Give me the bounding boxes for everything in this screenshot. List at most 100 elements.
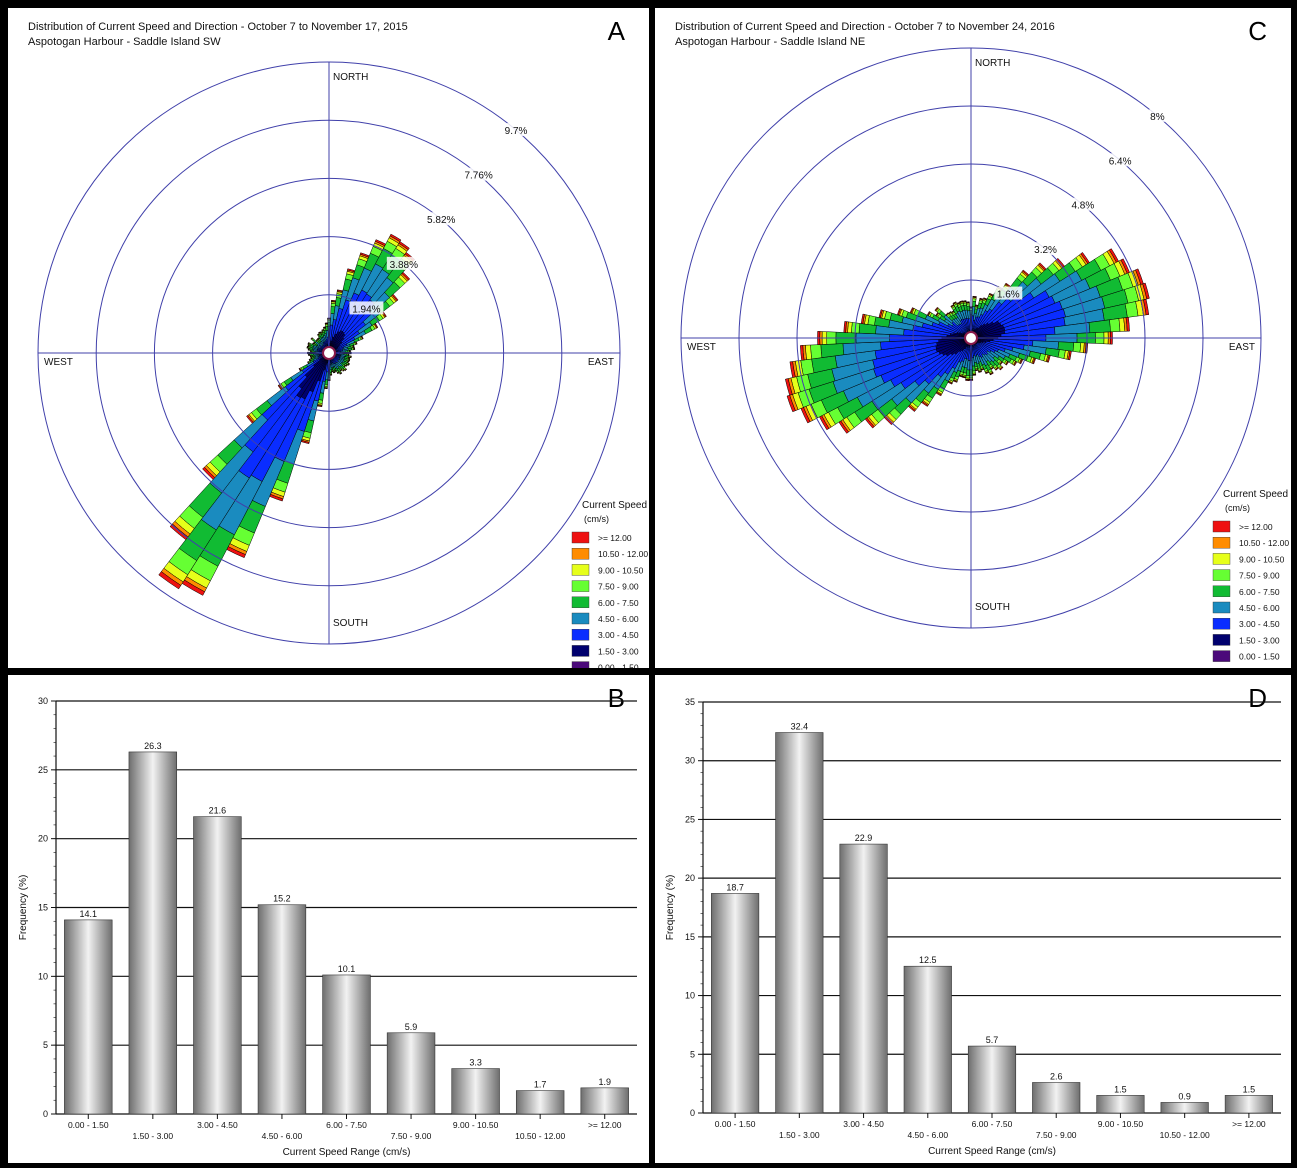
legend-label: 9.00 - 10.50 [1239, 554, 1285, 564]
rose-title: Distribution of Current Speed and Direct… [28, 21, 408, 33]
y-tick-label: 10 [38, 971, 48, 981]
wind-rose-panel-a: Distribution of Current Speed and Direct… [8, 8, 649, 668]
legend-label: 0.00 - 1.50 [598, 663, 639, 668]
ring-label-bg [502, 123, 531, 137]
rose-petals [158, 233, 416, 596]
ring-label: 6.4% [1109, 156, 1132, 167]
legend-swatch [571, 629, 590, 641]
ring-label: 5.82% [427, 215, 455, 226]
bar-value-label: 10.1 [338, 964, 356, 974]
rose-petal [896, 308, 902, 316]
rose-petal [1072, 342, 1082, 353]
x-axis-title: Current Speed Range (cm/s) [283, 1147, 411, 1158]
bar [1096, 1095, 1145, 1114]
x-tick-label: 7.50 - 9.00 [1036, 1130, 1077, 1140]
x-tick-label: 4.50 - 6.00 [907, 1130, 948, 1140]
rose-petal [311, 342, 314, 345]
rose-petal [344, 368, 348, 372]
rose-center [322, 346, 336, 360]
rose-center [964, 331, 978, 345]
rose-petal [843, 321, 847, 333]
ring-label: 9.7% [505, 126, 528, 137]
ring-label: 4.8% [1071, 201, 1094, 212]
legend-swatch [1212, 520, 1231, 533]
rose-petal [345, 364, 348, 367]
legend-label: 6.00 - 7.50 [598, 598, 639, 608]
rose-petal [1032, 357, 1037, 365]
panel-letter: B [607, 683, 625, 713]
legend-label: 7.50 - 9.00 [598, 582, 639, 592]
rose-petal [324, 387, 328, 390]
bar [839, 843, 888, 1114]
rose-petal [246, 415, 254, 424]
rose-petal [318, 331, 321, 334]
rose-petal [277, 384, 283, 391]
ring-label: 7.76% [464, 171, 492, 182]
rose-petal [298, 368, 302, 372]
ring-label: 8% [1150, 112, 1165, 123]
bar-value-label: 14.1 [80, 909, 98, 919]
ring-label: 1.94% [352, 304, 380, 315]
bar-value-label: 5.9 [405, 1022, 418, 1032]
legend-swatch [1212, 618, 1231, 630]
x-tick-label: 0.00 - 1.50 [715, 1119, 756, 1129]
bar-chart-panel-b: B 0 5 10 15 20 25 30 14.1 0.00 - 1.50 26.3 1.50 - … [8, 675, 649, 1163]
bar [386, 1032, 436, 1115]
rose-petal [1013, 361, 1018, 367]
bar [451, 1068, 500, 1115]
y-axis-title: Frequency (%) [665, 875, 676, 941]
legend-swatch [1212, 601, 1231, 614]
direction-label-east: EAST [1229, 342, 1255, 353]
rose-petal [307, 361, 309, 365]
rose-petal [202, 466, 216, 480]
x-tick-label: 1.50 - 3.00 [779, 1130, 820, 1140]
x-tick-label: 3.00 - 4.50 [197, 1120, 238, 1130]
panel-letter: A [607, 16, 625, 46]
x-tick-label: 6.00 - 7.50 [326, 1120, 367, 1130]
rose-petal [1005, 361, 1010, 366]
rose-petal [966, 305, 971, 312]
legend-label: >= 12.00 [598, 533, 632, 543]
bar [128, 751, 178, 1115]
x-tick-label: 7.50 - 9.00 [391, 1131, 432, 1141]
bar [903, 965, 952, 1114]
rose-petal [945, 312, 949, 316]
rose-petal [878, 309, 883, 319]
rose-petal [348, 363, 351, 366]
ring-label-bg [1031, 242, 1060, 256]
rose-petal [322, 326, 326, 328]
rose-petal [333, 371, 336, 374]
rose-subtitle: Aspotogan Harbour - Saddle Island NE [675, 36, 866, 48]
legend-label: 4.50 - 6.00 [598, 614, 639, 624]
legend-label: 9.00 - 10.50 [598, 565, 644, 575]
rose-petal [389, 233, 402, 243]
rose-petal [810, 344, 823, 360]
y-tick-label: 0 [690, 1108, 695, 1118]
legend-swatch [571, 580, 590, 592]
bar-value-label: 22.9 [855, 833, 873, 843]
legend-label: 1.50 - 3.00 [598, 646, 639, 656]
x-tick-label: 9.00 - 10.50 [1098, 1119, 1144, 1129]
y-tick-label: 30 [685, 756, 695, 766]
bar-value-label: 1.7 [534, 1080, 547, 1090]
bar-chart-d: 0 5 10 15 20 25 30 35 18.7 0.00 - 1.50 32.4 1.50 - … [665, 697, 1281, 1157]
legend-unit: (cm/s) [1225, 503, 1250, 513]
direction-label-west: WEST [687, 342, 716, 353]
rose-petal [331, 299, 337, 302]
x-tick-label: >= 12.00 [1232, 1119, 1266, 1129]
legend-label: 10.50 - 12.00 [1239, 538, 1289, 548]
rose-petal [800, 345, 805, 361]
rose-petal [401, 271, 411, 281]
legend-label: 4.50 - 6.00 [1239, 603, 1280, 613]
bar-value-label: 1.9 [598, 1077, 611, 1087]
legend-swatch [571, 645, 590, 657]
rose-title-block: Distribution of Current Speed and Direct… [28, 20, 408, 50]
bar-value-label: 32.4 [791, 722, 809, 732]
rose-petal [962, 376, 967, 379]
bar-value-label: 15.2 [273, 894, 291, 904]
rose-petal [1125, 317, 1130, 332]
x-tick-label: 10.50 - 12.00 [515, 1131, 565, 1141]
rose-petal [353, 346, 356, 350]
rose-petal [325, 326, 329, 331]
panel-letter: D [1248, 683, 1267, 713]
